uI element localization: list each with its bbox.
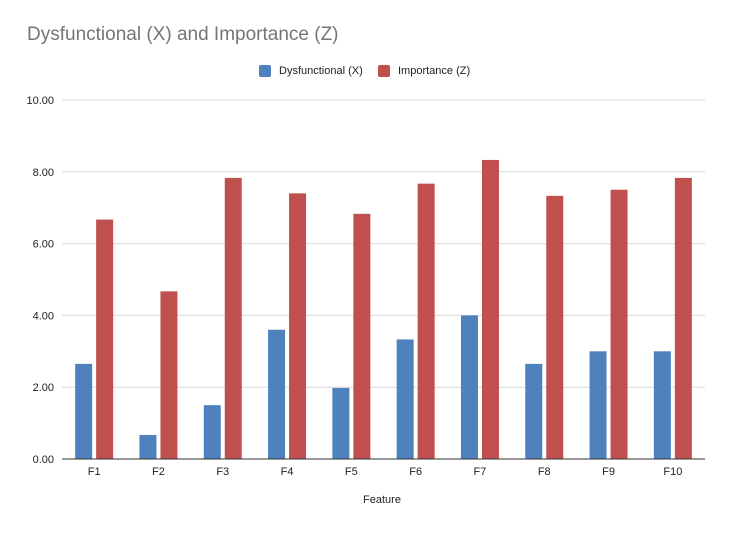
bar-dysfunctional-f5[interactable] bbox=[332, 387, 350, 459]
x-tick-label: F10 bbox=[663, 466, 682, 478]
x-tick-label: F4 bbox=[281, 466, 294, 478]
bar-dysfunctional-f9[interactable] bbox=[589, 351, 607, 459]
bar-importance-f7[interactable] bbox=[481, 159, 499, 459]
x-tick-label: F8 bbox=[538, 466, 551, 478]
bar-dysfunctional-f10[interactable] bbox=[653, 351, 671, 459]
legend: Dysfunctional (X) Importance (Z) bbox=[0, 63, 731, 79]
gridlines bbox=[62, 99, 705, 388]
y-tick-label: 6.00 bbox=[33, 239, 54, 251]
x-tick-label: F7 bbox=[474, 466, 487, 478]
x-tick-label: F5 bbox=[345, 466, 358, 478]
legend-label-dysfunctional: Dysfunctional (X) bbox=[279, 65, 363, 77]
bars bbox=[75, 159, 692, 459]
bar-dysfunctional-f7[interactable] bbox=[460, 315, 478, 459]
chart-title: Dysfunctional (X) and Importance (Z) bbox=[27, 24, 339, 45]
bar-importance-f9[interactable] bbox=[610, 189, 628, 459]
x-tick-label: F3 bbox=[216, 466, 229, 478]
x-tick-label: F2 bbox=[152, 466, 165, 478]
x-tick-label: F1 bbox=[88, 466, 101, 478]
bar-importance-f8[interactable] bbox=[546, 195, 564, 459]
y-tick-label: 2.00 bbox=[33, 382, 54, 394]
bar-dysfunctional-f1[interactable] bbox=[75, 363, 93, 459]
bar-importance-f1[interactable] bbox=[96, 219, 114, 459]
legend-label-importance: Importance (Z) bbox=[398, 65, 471, 77]
legend-swatch-dysfunctional bbox=[259, 65, 271, 77]
legend-item-dysfunctional[interactable]: Dysfunctional (X) bbox=[259, 63, 363, 79]
bar-importance-f2[interactable] bbox=[160, 291, 178, 459]
bar-dysfunctional-f3[interactable] bbox=[203, 405, 221, 459]
x-tick-label: F6 bbox=[409, 466, 422, 478]
bar-importance-f3[interactable] bbox=[224, 177, 242, 459]
y-tick-label: 8.00 bbox=[33, 167, 54, 179]
bar-dysfunctional-f4[interactable] bbox=[268, 329, 286, 459]
bar-importance-f5[interactable] bbox=[353, 213, 371, 459]
bar-importance-f10[interactable] bbox=[674, 177, 692, 459]
x-axis-title: Feature bbox=[363, 494, 401, 506]
legend-item-importance[interactable]: Importance (Z) bbox=[378, 63, 470, 79]
bar-dysfunctional-f2[interactable] bbox=[139, 434, 157, 459]
y-tick-label: 4.00 bbox=[33, 310, 54, 322]
bar-importance-f6[interactable] bbox=[417, 183, 435, 459]
axes: 0.00 2.00 4.00 6.00 8.00 10.00 F1 F2 F3 F4 F5 F6 F7 F… bbox=[26, 95, 705, 478]
y-tick-label: 10.00 bbox=[26, 95, 54, 107]
legend-swatch-importance bbox=[378, 65, 390, 77]
y-tick-label: 0.00 bbox=[33, 454, 54, 466]
bar-importance-f4[interactable] bbox=[289, 193, 307, 459]
x-tick-label: F9 bbox=[602, 466, 615, 478]
bar-dysfunctional-f8[interactable] bbox=[525, 363, 543, 459]
bar-dysfunctional-f6[interactable] bbox=[396, 339, 414, 459]
